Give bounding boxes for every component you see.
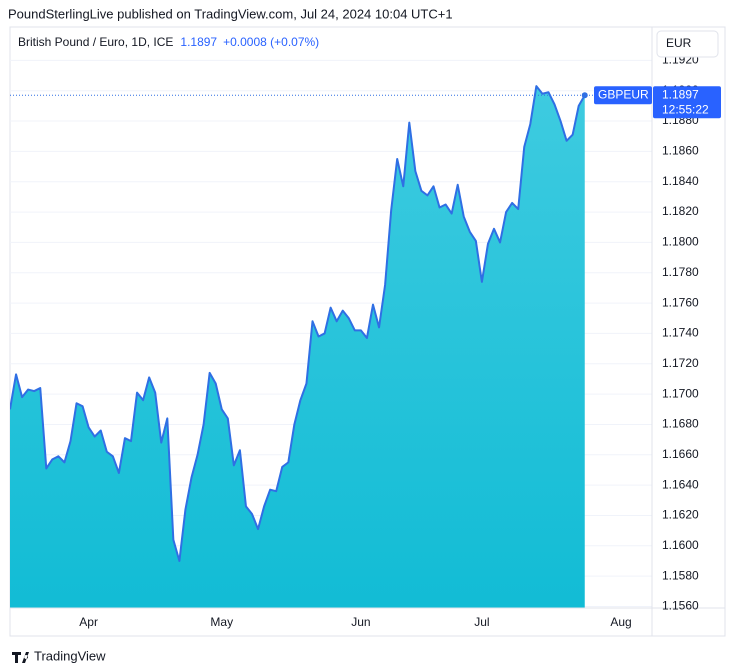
- symbol-badge: [594, 86, 652, 105]
- y-tick-label: 1.1640: [662, 477, 699, 491]
- currency-button[interactable]: [656, 30, 719, 58]
- countdown-label: 12:55:22: [662, 102, 709, 116]
- currency-label: EUR: [666, 36, 692, 50]
- y-tick-label: 1.1740: [662, 326, 699, 340]
- area-fill: [10, 86, 585, 608]
- price-label: 1.1897: [662, 87, 699, 101]
- y-tick-label: 1.1560: [662, 599, 699, 613]
- y-tick-label: 1.1580: [662, 568, 699, 582]
- legend-price: 1.1897: [180, 35, 217, 49]
- y-tick-label: 1.1840: [662, 174, 699, 188]
- x-tick-label: Aug: [610, 615, 631, 629]
- y-tick-label: 1.1620: [662, 508, 699, 522]
- last-point: [581, 92, 588, 99]
- footer-logo: [12, 652, 29, 663]
- x-tick-label: Apr: [79, 615, 98, 629]
- legend-title: British Pound / Euro, 1D, ICE: [18, 35, 173, 49]
- price-line: [10, 85, 586, 562]
- y-tick-label: 1.1760: [662, 295, 699, 309]
- x-tick-label: Jun: [351, 615, 370, 629]
- y-tick-label: 1.1680: [662, 417, 699, 431]
- y-tick-label: 1.1660: [662, 447, 699, 461]
- y-tick-label: 1.1720: [662, 356, 699, 370]
- y-tick-label: 1.1600: [662, 538, 699, 552]
- header: PoundSterlingLive published on TradingVi…: [8, 6, 453, 21]
- x-tick-label: Jul: [474, 615, 489, 629]
- logo-icon: [12, 652, 29, 663]
- symbol-label: GBPEUR: [598, 87, 649, 101]
- plot: [10, 85, 652, 608]
- legend-change: +0.0008 (+0.07%): [223, 35, 319, 49]
- y-tick-label: 1.1820: [662, 204, 699, 218]
- y-tick-label: 1.1800: [662, 235, 699, 249]
- footer-text: TradingView: [34, 648, 106, 663]
- y-tick-label: 1.1860: [662, 144, 699, 158]
- price-badge: [653, 86, 721, 119]
- x-tick-label: May: [210, 615, 233, 629]
- y-tick-label: 1.1780: [662, 265, 699, 279]
- y-tick-label: 1.1700: [662, 386, 699, 400]
